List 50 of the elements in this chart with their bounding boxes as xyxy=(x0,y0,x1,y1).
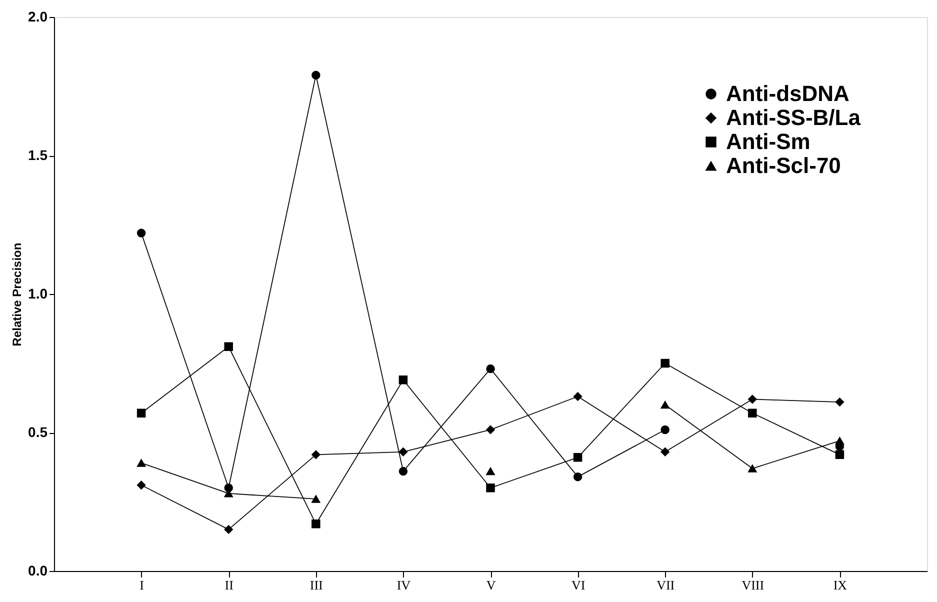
y-tick-label: 1.0 xyxy=(28,286,48,302)
x-tick-label: V xyxy=(486,578,496,592)
point xyxy=(224,342,233,352)
y-tick-label: 1.5 xyxy=(28,147,48,163)
x-tick-label: VI xyxy=(571,578,586,592)
point xyxy=(835,450,844,460)
y-tick-label: 2.0 xyxy=(28,8,48,24)
point xyxy=(660,425,670,434)
point xyxy=(660,448,670,456)
point xyxy=(136,228,146,238)
x-tick-label: IV xyxy=(396,578,412,592)
point xyxy=(748,394,757,404)
point xyxy=(486,364,495,374)
point xyxy=(486,467,495,476)
point xyxy=(398,375,408,384)
point xyxy=(660,358,670,368)
point xyxy=(486,484,495,492)
point xyxy=(835,398,844,406)
point xyxy=(312,495,320,503)
point xyxy=(312,70,320,80)
point xyxy=(486,425,495,434)
x-tick-label: IX xyxy=(833,578,848,592)
point xyxy=(136,459,146,467)
point xyxy=(748,408,757,418)
point xyxy=(136,408,146,418)
point xyxy=(660,400,670,409)
point xyxy=(398,448,408,456)
point xyxy=(748,464,757,472)
x-tick-label: III xyxy=(310,578,323,592)
point xyxy=(573,472,582,482)
point xyxy=(573,392,582,401)
y-axis-title: Relative Precision xyxy=(10,242,24,346)
legend-label: Anti-SS-B/La xyxy=(726,105,862,130)
legend-label: Anti-dsDNA xyxy=(726,81,850,106)
y-tick-label: 0.5 xyxy=(28,424,48,440)
x-tick-label: VII xyxy=(656,578,675,592)
x-tick-label: VIII xyxy=(742,578,764,592)
point xyxy=(398,466,408,476)
point xyxy=(136,480,146,490)
point xyxy=(573,453,582,462)
point xyxy=(224,484,233,492)
y-tick-label: 0.0 xyxy=(28,562,48,578)
point xyxy=(835,436,844,445)
point xyxy=(312,520,320,528)
point xyxy=(224,525,233,534)
x-tick-label: II xyxy=(224,578,234,592)
legend-label: Anti-Scl-70 xyxy=(726,153,841,178)
point xyxy=(312,450,320,460)
x-tick-label: I xyxy=(140,578,144,592)
legend-label: Anti-Sm xyxy=(726,129,810,154)
